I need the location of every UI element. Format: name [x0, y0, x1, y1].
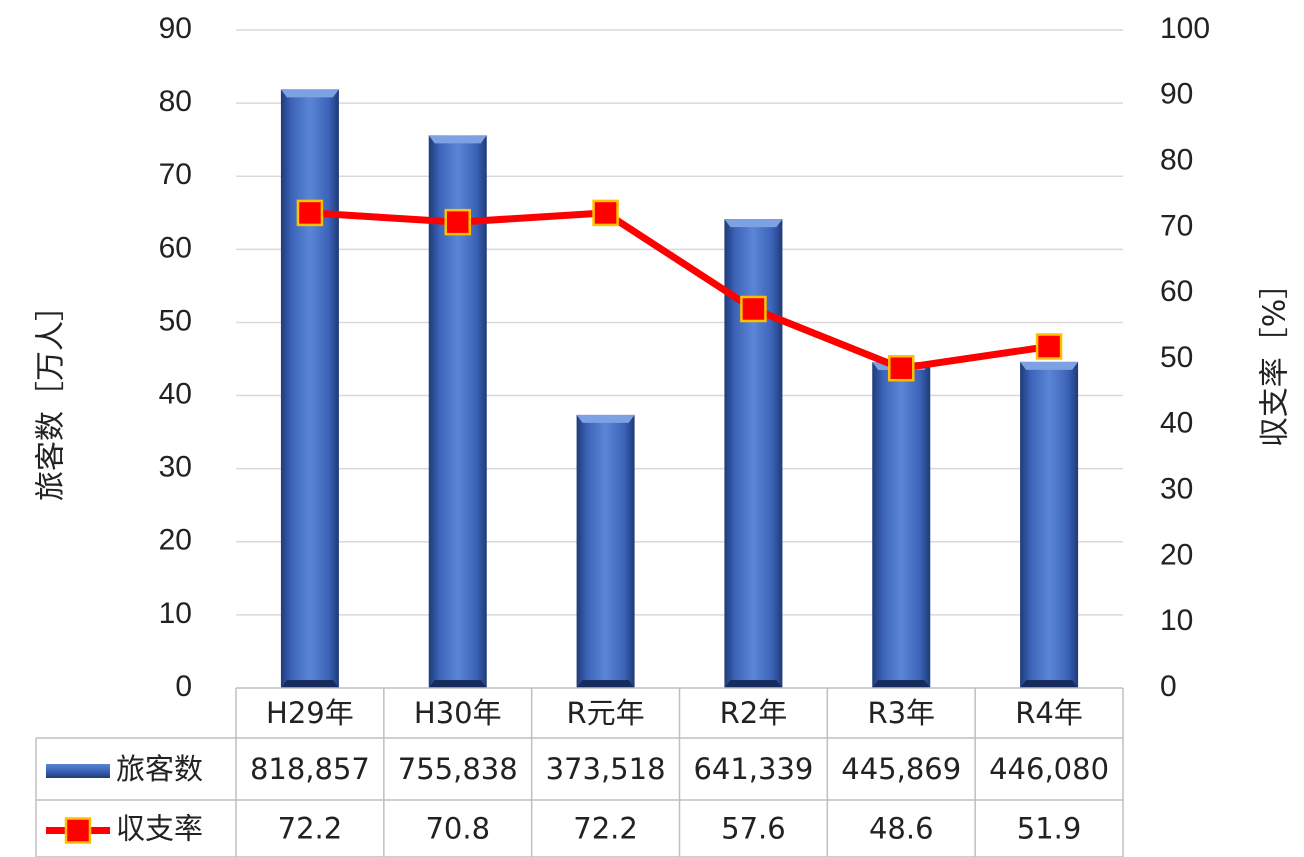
bar-group: [576, 414, 635, 688]
legend-key-marker: [64, 817, 92, 844]
y-tick-label: 90: [159, 12, 192, 45]
bar: [724, 219, 783, 688]
y-tick-label: 0: [175, 670, 192, 703]
axes: 0 10 20 30 40 50 60 70 80 90 0 10 20 30 40 50 60 70 80 90 10…: [159, 12, 1210, 703]
y-tick-label: 30: [159, 451, 192, 484]
bar-bevel-top: [1020, 361, 1079, 370]
line-marker: [1035, 333, 1063, 360]
y2-tick-label: 70: [1160, 209, 1193, 242]
series-name: 収支率: [116, 812, 203, 846]
data-table-value: 70.8: [425, 812, 490, 846]
bar-series: [280, 89, 1079, 689]
y2-axis-title: 収支率［%］: [1258, 269, 1293, 448]
bar-bevel-top: [280, 89, 339, 98]
data-table-value: 755,838: [398, 752, 518, 786]
data-table-value: 445,869: [841, 752, 961, 786]
data-table-value: 48.6: [869, 812, 934, 846]
line-marker: [444, 208, 471, 236]
y2-tick-label: 0: [1160, 670, 1177, 703]
y-tick-label: 20: [159, 524, 192, 557]
bar-bevel-bottom: [280, 680, 339, 688]
y-tick-label: 70: [159, 158, 192, 191]
line-marker: [592, 199, 619, 227]
x-category-label: H29年: [266, 696, 354, 730]
data-table-value: 373,518: [546, 752, 666, 786]
bar-bevel-bottom: [576, 680, 635, 688]
line-path: [309, 209, 1050, 372]
bar-bevel-bottom: [872, 680, 931, 688]
line-marker: [296, 199, 324, 227]
x-category-label: R2年: [720, 696, 788, 730]
bar-bevel-top: [724, 219, 783, 228]
line-marker: [740, 295, 767, 323]
y-tick-label: 50: [159, 304, 192, 337]
bar: [1020, 361, 1079, 688]
line-marker: [888, 354, 915, 382]
y2-tick-label: 10: [1160, 604, 1193, 637]
bar-bevel-bottom: [1020, 680, 1079, 688]
line-series: [296, 199, 1063, 382]
bar-bevel-top: [576, 414, 635, 423]
bar: [576, 414, 635, 688]
bar-group: [724, 219, 783, 688]
y2-tick-label: 30: [1160, 473, 1193, 506]
data-table-value: 818,857: [250, 752, 370, 786]
bar-group: [1020, 361, 1079, 688]
bar-group: [280, 89, 339, 689]
y-tick-label: 80: [159, 85, 192, 118]
x-category-label: R元年: [567, 696, 645, 730]
x-category-label: R3年: [867, 696, 935, 730]
bar-bevel-top: [428, 135, 487, 144]
y-tick-label: 10: [159, 597, 192, 630]
bar: [280, 89, 339, 689]
data-table-value: 57.6: [721, 812, 786, 846]
series-name: 旅客数: [116, 752, 203, 786]
y2-tick-label: 60: [1160, 275, 1193, 308]
data-table-value: 72.2: [573, 812, 638, 846]
y2-tick-label: 20: [1160, 538, 1193, 571]
bar-group: [872, 362, 931, 688]
gridlines: [236, 29, 1123, 616]
x-category-label: R4年: [1015, 696, 1083, 730]
data-table-value: 446,080: [989, 752, 1109, 786]
x-category-label: H30年: [414, 696, 502, 730]
y2-tick-label: 100: [1160, 12, 1210, 45]
bar-bevel-bottom: [724, 680, 783, 688]
y-tick-label: 40: [159, 377, 192, 410]
data-table-value: 51.9: [1017, 812, 1082, 846]
y-tick-label: 60: [159, 231, 192, 264]
bar: [872, 362, 931, 688]
data-table-value: 641,339: [693, 752, 813, 786]
y2-tick-label: 90: [1160, 78, 1193, 111]
y-axis-title: 旅客数［万人］: [34, 291, 69, 501]
y2-tick-label: 80: [1160, 144, 1193, 177]
y2-tick-label: 50: [1160, 341, 1193, 374]
bar-bevel-bottom: [428, 680, 487, 688]
y2-tick-label: 40: [1160, 407, 1193, 440]
legend-key-bar: [46, 764, 110, 778]
data-table-value: 72.2: [278, 812, 343, 846]
